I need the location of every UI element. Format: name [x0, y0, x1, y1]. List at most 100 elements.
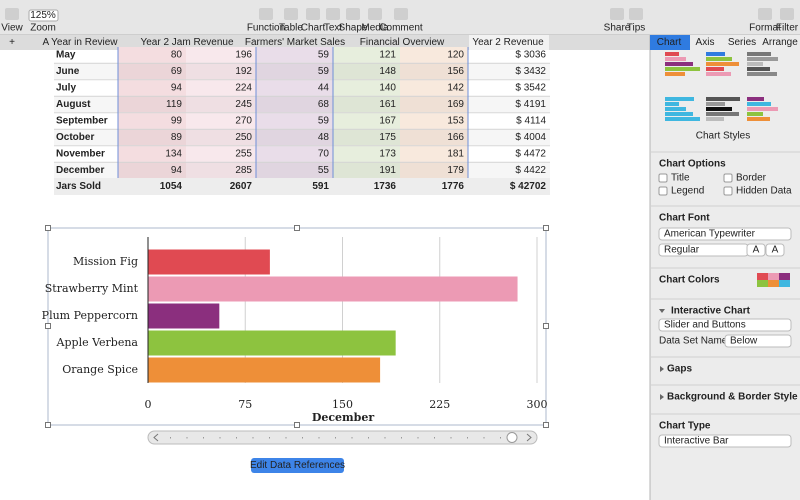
tool-label[interactable]: Share [604, 23, 631, 34]
selection-handle[interactable] [294, 422, 300, 428]
button[interactable] [251, 458, 344, 473]
table-cell: 285 [235, 165, 252, 176]
slider-track[interactable] [147, 430, 538, 445]
dropdown-value[interactable]: Interactive Bar [664, 436, 729, 447]
tool-label[interactable]: Tips [627, 23, 646, 34]
checkbox-label[interactable]: Hidden Data [736, 186, 792, 197]
style-thumb-bar [706, 57, 732, 61]
tool-icon[interactable] [284, 8, 298, 20]
table-cell: 94 [171, 165, 183, 176]
tool-label[interactable]: Format [749, 23, 781, 34]
disclosure[interactable]: Gaps [667, 364, 692, 375]
tool-label[interactable]: Table [279, 23, 303, 34]
checkbox-label[interactable]: Title [671, 173, 690, 184]
color-swatch[interactable] [779, 273, 790, 280]
style-thumb-bar [706, 117, 724, 121]
disclosure[interactable]: Background & Border Style [667, 392, 798, 403]
table-cell: August [56, 99, 91, 110]
dropdown-value[interactable]: Below [730, 336, 758, 347]
tool-icon[interactable] [758, 8, 772, 20]
tool-icon[interactable] [610, 8, 624, 20]
sheet-tab[interactable]: Year 2 Jam Revenue [140, 37, 233, 48]
table-cell: 245 [235, 99, 252, 110]
font-size-button[interactable] [746, 243, 766, 257]
tool-label[interactable]: Function [247, 23, 285, 34]
selection-handle[interactable] [543, 323, 549, 329]
sheet-tab[interactable]: Farmers' Market Sales [245, 37, 345, 48]
slider-tick [335, 437, 336, 439]
checkbox[interactable] [658, 173, 668, 183]
tool-icon[interactable] [629, 8, 643, 20]
dropdown-value[interactable]: Regular [664, 245, 700, 256]
button-label[interactable]: Edit Data References [250, 460, 345, 471]
disclosure[interactable]: Interactive Chart [671, 306, 751, 317]
selection-handle[interactable] [543, 422, 549, 428]
sidebar-tab[interactable]: Arrange [762, 37, 798, 48]
slider-tick [500, 437, 501, 439]
selection-handle[interactable] [45, 225, 51, 231]
table-cell: 167 [379, 116, 396, 127]
font-size-button-label[interactable]: A [753, 245, 760, 256]
tool-label[interactable]: View [1, 23, 23, 34]
dropdown[interactable] [658, 434, 792, 448]
color-swatch[interactable] [779, 280, 790, 287]
tool-icon[interactable] [346, 8, 360, 20]
color-swatch[interactable] [768, 280, 779, 287]
font-size-button[interactable] [765, 243, 785, 257]
section-title: Chart Colors [659, 275, 720, 286]
checkbox[interactable] [723, 173, 733, 183]
dropdown-value[interactable]: American Typewriter [664, 229, 756, 240]
tool-icon[interactable] [368, 8, 382, 20]
zoom-box[interactable] [28, 9, 59, 22]
style-thumb-bar [747, 62, 763, 66]
table-cell: June [56, 66, 80, 77]
tool-label[interactable]: Shape [339, 23, 368, 34]
sheet-tab[interactable]: Year 2 Revenue [472, 37, 544, 48]
dropdown-value[interactable]: Slider and Buttons [664, 320, 746, 331]
dropdown[interactable] [658, 318, 792, 332]
tool-icon[interactable] [780, 8, 794, 20]
tool-label[interactable]: Comment [379, 23, 423, 34]
sidebar-tab[interactable]: Axis [696, 37, 715, 48]
sheet-tab[interactable]: A Year in Review [42, 37, 118, 48]
checkbox[interactable] [658, 186, 668, 196]
checkbox-label[interactable]: Legend [671, 186, 704, 197]
table-footer-cell: 591 [312, 181, 329, 192]
disclosure-arrow [659, 309, 665, 313]
section-title: Chart Options [659, 159, 726, 170]
tool-label[interactable]: Media [361, 23, 389, 34]
tool-label[interactable]: Text [324, 23, 343, 34]
tool-icon[interactable] [259, 8, 273, 20]
add-sheet[interactable]: + [9, 37, 15, 48]
tool-icon[interactable] [306, 8, 320, 20]
tool-icon[interactable] [394, 8, 408, 20]
font-size-button-label[interactable]: A [772, 245, 779, 256]
dropdown[interactable] [724, 334, 792, 348]
table-cell: 156 [447, 66, 464, 77]
sidebar-tab[interactable]: Chart [657, 37, 682, 48]
color-swatch[interactable] [757, 273, 768, 280]
tool-label[interactable]: Chart [301, 23, 326, 34]
style-thumb-bar [665, 112, 693, 116]
dropdown[interactable] [658, 227, 792, 241]
selection-handle[interactable] [45, 323, 51, 329]
color-swatch[interactable] [757, 280, 768, 287]
sheet-tab[interactable]: Financial Overview [360, 37, 445, 48]
slider-knob[interactable] [506, 432, 518, 443]
checkbox-label[interactable]: Border [736, 173, 767, 184]
table-cell: 148 [379, 66, 396, 77]
table-footer-cell: 2607 [230, 181, 253, 192]
sidebar-tab[interactable]: Series [728, 37, 756, 48]
slider-arrow[interactable] [153, 433, 159, 442]
selection-handle[interactable] [543, 225, 549, 231]
zoom-value[interactable]: 125% [30, 10, 56, 21]
selection-handle[interactable] [294, 225, 300, 231]
slider-arrow[interactable] [526, 433, 532, 442]
tool-icon[interactable] [5, 8, 19, 20]
checkbox[interactable] [723, 186, 733, 196]
tool-icon[interactable] [326, 8, 340, 20]
table-cell: $ 4191 [515, 99, 546, 110]
color-swatch[interactable] [768, 273, 779, 280]
tool-label[interactable]: Filter [776, 23, 799, 34]
selection-handle[interactable] [45, 422, 51, 428]
